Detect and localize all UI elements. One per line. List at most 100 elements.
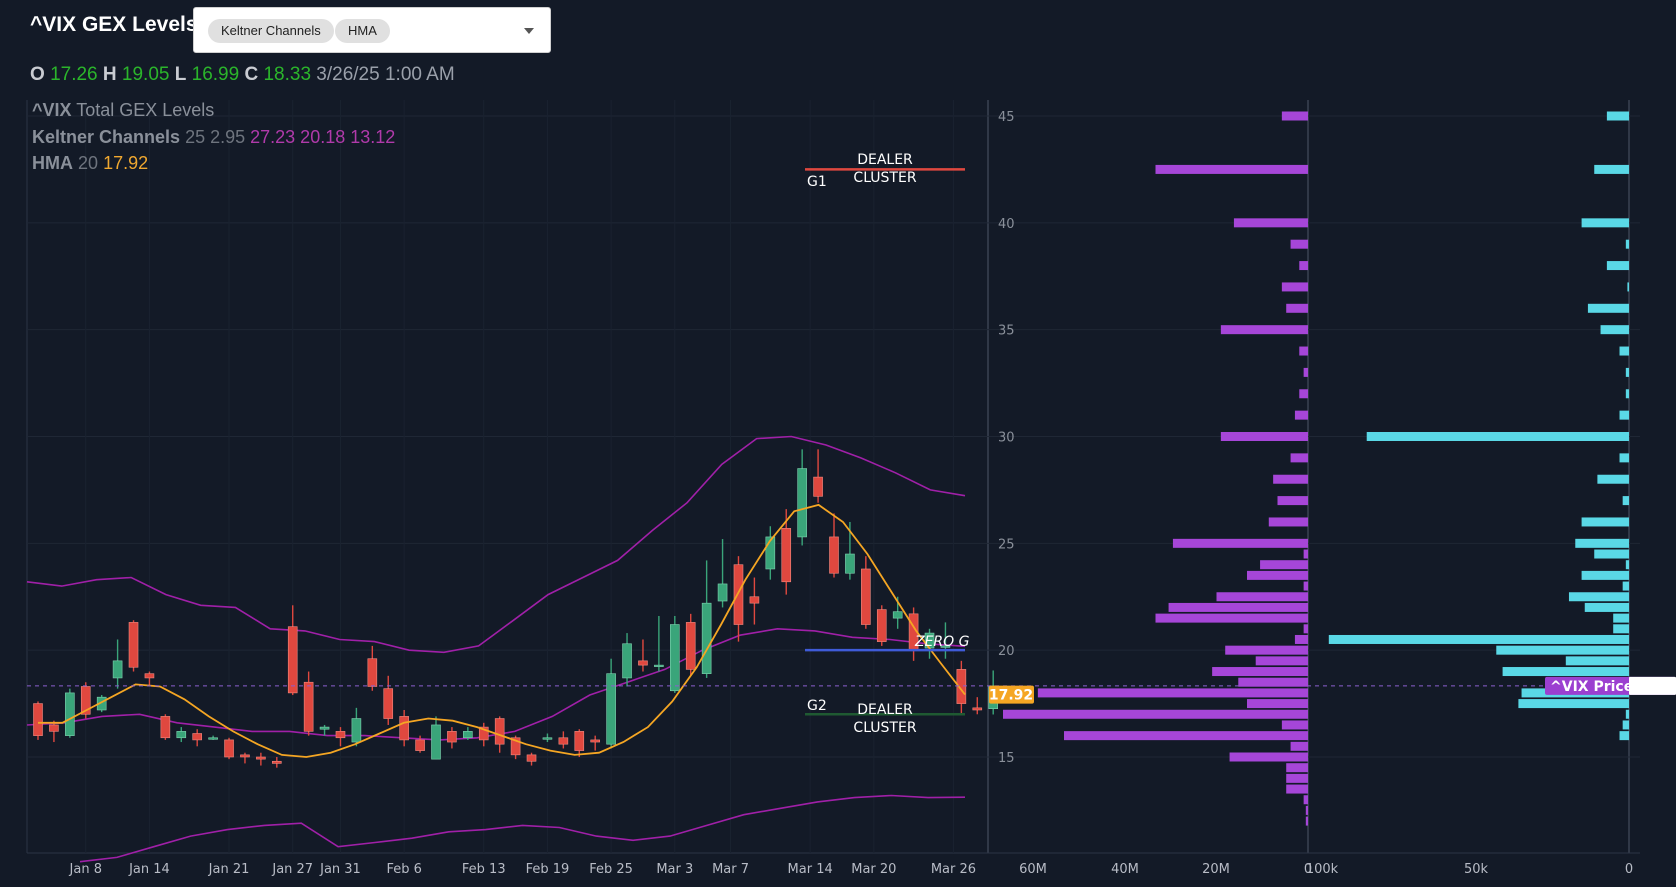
gex-total-bar — [1155, 164, 1308, 174]
candle-body — [399, 716, 409, 741]
gex-oi-bar — [1328, 634, 1629, 644]
y-tick-label: 40 — [998, 217, 1015, 232]
keltner-lower-line — [79, 794, 966, 863]
gex-oi-bar — [1625, 239, 1629, 249]
open-value: 17.26 — [50, 64, 98, 85]
x-tick-label: Mar 7 — [712, 862, 749, 877]
gex-total-bar — [1290, 239, 1308, 249]
price-badge-value-bg — [1629, 676, 1676, 695]
x-tick-label: Feb 19 — [526, 862, 570, 877]
candle-body — [861, 568, 871, 625]
candle-body — [765, 536, 776, 570]
candle-body — [781, 528, 792, 583]
gex-total-bar — [1286, 303, 1308, 313]
y-tick-label: 20 — [998, 644, 1015, 659]
y-tick-label: 45 — [998, 110, 1015, 125]
gex-oi-bar — [1587, 303, 1629, 313]
g1-cluster-label: CLUSTER — [853, 170, 916, 186]
candle-body — [590, 739, 601, 743]
gex-total-bar — [1247, 699, 1308, 709]
gex-total-bar — [1233, 218, 1308, 228]
candle-body — [144, 673, 155, 679]
legend-kc-values: 27.23 20.18 13.12 — [250, 127, 396, 147]
candle-body — [494, 718, 505, 745]
price-badge-label: ^VIX Price — [1550, 679, 1633, 695]
gex-oi-x-tick-label: 50k — [1464, 862, 1489, 877]
gex-total-bar — [1305, 805, 1308, 815]
chip-keltner-channels[interactable]: Keltner Channels — [208, 19, 334, 43]
gex-total-bar — [1303, 581, 1308, 591]
gex-total-bar — [1303, 795, 1308, 805]
candle-body — [542, 737, 553, 740]
gex-oi-bar — [1584, 602, 1629, 612]
gex-oi-bar — [1622, 581, 1629, 591]
candle-body — [447, 731, 457, 743]
candle-body — [431, 724, 441, 760]
candle-body — [415, 739, 425, 751]
candle-body — [367, 658, 378, 687]
gex-total-bar — [1229, 752, 1308, 762]
x-tick-label: Mar 26 — [931, 862, 976, 877]
candle-body — [224, 739, 234, 758]
legend-hma[interactable]: HMA 20 17.92 — [32, 153, 148, 174]
candle-body — [685, 622, 696, 670]
gex-x-tick-label: 20M — [1202, 862, 1230, 877]
gex-oi-bar — [1594, 549, 1629, 559]
zero-g-label: ZERO G — [914, 634, 970, 650]
chip-hma[interactable]: HMA — [335, 19, 390, 43]
gex-oi-bar — [1619, 410, 1629, 420]
gex-total-bar — [1290, 453, 1308, 463]
chevron-down-icon[interactable] — [524, 28, 534, 34]
close-label: C — [244, 64, 259, 85]
gex-total-bar — [1303, 624, 1308, 634]
gex-oi-bar — [1619, 453, 1629, 463]
gex-total-bar — [1172, 538, 1308, 548]
gex-total-bar — [1155, 613, 1308, 623]
gex-oi-bar — [1575, 538, 1629, 548]
candle-body — [972, 707, 983, 711]
candle-body — [192, 733, 202, 741]
gex-total-bar — [1220, 325, 1308, 335]
legend-hma-value: 17.92 — [103, 153, 149, 173]
candle-body — [80, 686, 91, 715]
x-tick-label: Jan 31 — [319, 862, 361, 877]
high-value: 19.05 — [121, 64, 170, 85]
candle-body — [303, 681, 314, 732]
gex-total-bar — [1290, 741, 1308, 751]
candle-body — [701, 602, 712, 674]
gex-oi-bar — [1613, 624, 1629, 634]
legend-keltner[interactable]: Keltner Channels 25 2.95 27.23 20.18 13.… — [32, 127, 395, 148]
legend-symbol: ^VIX — [32, 100, 72, 120]
gex-oi-bar — [1622, 496, 1629, 506]
candle-body — [463, 731, 473, 739]
gex-x-tick-label: 60M — [1019, 862, 1047, 877]
gex-x-tick-label: 40M — [1111, 862, 1139, 877]
gex-oi-bar — [1581, 570, 1629, 580]
gex-total-bar — [1305, 816, 1308, 826]
gex-total-bar — [1238, 677, 1308, 687]
gex-oi-bar — [1496, 645, 1629, 655]
legend-study-name: Total GEX Levels — [76, 100, 215, 120]
gex-total-bar — [1168, 602, 1308, 612]
open-label: O — [30, 64, 45, 85]
gex-total-bar — [1286, 763, 1308, 773]
hma-line — [38, 503, 966, 758]
candle-body — [351, 718, 362, 743]
legend-study: ^VIX Total GEX Levels — [32, 100, 214, 121]
candle-body — [654, 664, 664, 667]
gex-oi-bar — [1594, 164, 1629, 174]
price-badge-value: 18.33 — [1630, 679, 1674, 695]
gex-oi-bar — [1625, 389, 1629, 399]
g2-label: G2 — [807, 698, 827, 714]
gex-oi-bar — [1619, 346, 1629, 356]
gex-total-bar — [1277, 496, 1308, 506]
gex-oi-bar — [1625, 709, 1629, 719]
gex-total-bar — [1286, 784, 1308, 794]
low-value: 16.99 — [191, 64, 240, 85]
gex-oi-bar — [1518, 699, 1629, 709]
x-tick-label: Jan 27 — [271, 862, 313, 877]
candle-body — [669, 624, 680, 692]
candle-body — [65, 692, 75, 736]
indicator-select[interactable]: Keltner Channels HMA — [193, 7, 551, 53]
